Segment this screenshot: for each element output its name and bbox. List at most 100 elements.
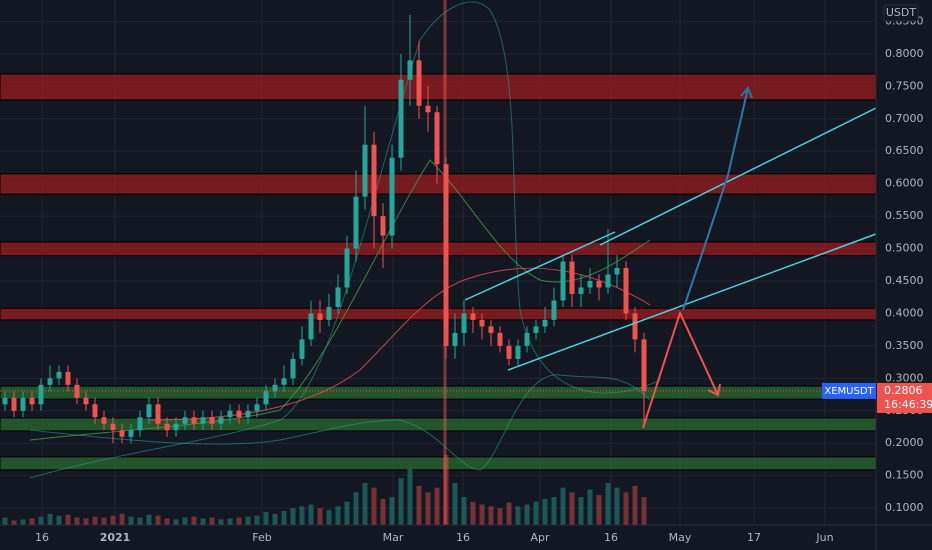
volume-bar <box>425 492 431 525</box>
volume-bar <box>200 518 206 525</box>
y-tick-label: 0.2000 <box>885 436 924 449</box>
candle-body <box>227 410 233 418</box>
volume-bar <box>56 515 62 525</box>
currency: USDT <box>886 6 917 19</box>
volume-bar <box>362 483 368 525</box>
candle-body <box>506 345 512 359</box>
candle-body <box>263 391 269 405</box>
candle-body <box>290 358 296 379</box>
volume-bar <box>452 483 458 525</box>
candle-body <box>488 326 494 333</box>
currency-badge <box>883 4 919 22</box>
volume-bar <box>245 516 251 525</box>
candle-body <box>335 287 341 307</box>
volume-bar <box>578 497 584 525</box>
volume-bar <box>479 504 485 525</box>
volume-bar <box>488 506 494 525</box>
y-tick-label: 0.1000 <box>885 501 924 514</box>
candle-body <box>407 60 413 80</box>
channel-lower <box>507 233 877 371</box>
volume-bar <box>641 497 647 525</box>
volume-bar <box>2 517 8 525</box>
candle-body <box>542 319 548 327</box>
candle-body <box>551 300 557 320</box>
candle-body <box>128 430 134 437</box>
volume-bar <box>272 513 278 525</box>
candle-body <box>155 404 161 424</box>
candle-body <box>425 105 431 113</box>
candle-body <box>29 397 35 405</box>
volume-bar <box>344 501 350 525</box>
volume-bar <box>83 518 89 525</box>
y-tick-label: 0.3000 <box>885 371 924 384</box>
candle-body <box>47 378 53 385</box>
candle-body <box>209 417 215 424</box>
y-tick-label: 0.4000 <box>885 306 924 319</box>
x-tick-label: Apr <box>530 531 550 544</box>
volume-bar <box>92 516 98 525</box>
candle-body <box>101 417 107 424</box>
volume-bar <box>236 517 242 525</box>
volume-bar <box>398 478 404 525</box>
volume-bar <box>380 498 386 525</box>
volume-bar <box>164 518 170 525</box>
volume-bar <box>326 510 332 525</box>
candle-body <box>164 423 170 431</box>
candle-body <box>2 397 8 405</box>
volume-bar <box>218 519 224 525</box>
x-tick-label: Feb <box>252 531 271 544</box>
volume-bar <box>569 492 575 525</box>
volume-bar <box>524 504 530 525</box>
candle-body <box>596 280 602 288</box>
candle-body <box>587 280 593 288</box>
last-price-label: 0.2806 <box>884 384 923 397</box>
volume-bar <box>434 487 440 525</box>
volume-bar <box>29 518 35 525</box>
candle-body <box>38 384 44 405</box>
channel-upper <box>464 231 616 301</box>
symbol-badge <box>822 382 876 399</box>
x-tick-label: 16 <box>456 531 470 544</box>
volume-bar <box>353 492 359 525</box>
candle-body <box>344 248 350 288</box>
candle-body <box>605 274 611 288</box>
volume-bar <box>137 517 143 525</box>
price-zone <box>0 456 877 471</box>
trend-line <box>599 107 877 246</box>
volume-bar <box>47 513 53 525</box>
y-tick-label: 0.4500 <box>885 274 924 287</box>
candle-body <box>434 112 440 165</box>
candle-body <box>317 313 323 320</box>
candle-body <box>560 261 566 301</box>
price-zone <box>0 307 877 321</box>
y-tick-label: 0.5000 <box>885 242 924 255</box>
candle-body <box>218 417 224 424</box>
candle-body <box>308 313 314 340</box>
candle-body <box>281 378 287 385</box>
candle-body <box>443 164 449 346</box>
candle-body <box>398 79 404 158</box>
volume-bar <box>299 506 305 525</box>
volume-bar <box>146 514 152 525</box>
y-tick-label: 0.6000 <box>885 177 924 190</box>
y-tick-label: 0.6500 <box>885 144 924 157</box>
candle-body <box>470 313 476 320</box>
volume-bar <box>371 487 377 525</box>
candle-body <box>569 261 575 294</box>
candle-body <box>299 339 305 359</box>
candle-body <box>362 144 368 197</box>
candle-body <box>416 60 422 106</box>
candle-body <box>623 268 629 314</box>
volume-bar <box>470 501 476 525</box>
volume-bar <box>20 519 26 525</box>
volume-bar <box>317 508 323 525</box>
candle-body <box>326 306 332 320</box>
x-tick-label: Jun <box>815 531 833 544</box>
y-tick-label: 0.3500 <box>885 339 924 352</box>
price-zone <box>0 73 877 101</box>
volume-bar <box>551 497 557 525</box>
volume-bar <box>209 517 215 525</box>
symbol-label: XEMUSDT <box>824 386 874 397</box>
